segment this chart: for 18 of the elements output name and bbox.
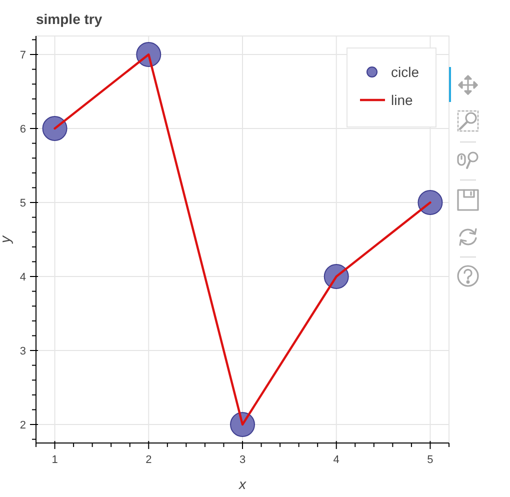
y-tick-label: 7 <box>20 50 26 62</box>
x-tick-label: 4 <box>333 454 340 466</box>
point <box>418 190 443 215</box>
legend-label: cicle <box>391 64 420 80</box>
x-tick-label: 5 <box>427 454 434 466</box>
chart-title: simple try <box>36 11 102 27</box>
x-tick-label: 2 <box>146 454 152 466</box>
y-axis-title: y <box>0 235 13 244</box>
x-tick-label: 3 <box>239 454 246 466</box>
y-tick-label: 3 <box>20 346 26 358</box>
y-tick-label: 6 <box>20 124 26 136</box>
y-tick-label: 2 <box>20 420 26 432</box>
legend-label: line <box>391 92 414 108</box>
x-tick-label: 1 <box>52 454 58 466</box>
point <box>42 116 68 141</box>
y-tick-label: 5 <box>20 198 26 210</box>
x-axis-title: x <box>238 476 247 492</box>
y-tick-label: 4 <box>20 272 26 284</box>
